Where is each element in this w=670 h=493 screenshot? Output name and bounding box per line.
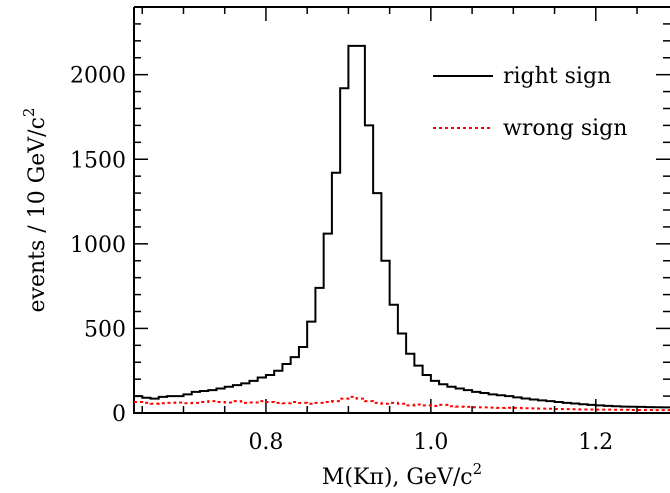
series-layer [134,44,670,412]
x-tick-label: 1.2 [578,430,613,455]
legend-label: wrong sign [503,116,627,141]
y-tick-label: 2000 [70,64,126,89]
y-tick-label: 500 [84,317,126,342]
x-tick-label: 1.0 [413,430,448,455]
legend-label: right sign [503,64,611,89]
y-tick-label: 1500 [70,148,126,173]
y-axis-label: events / 10 GeV/c2 [20,108,50,313]
series-line [134,395,670,412]
x-axis: 0.8 1.0 1.2 [141,7,638,455]
series-line [134,44,670,409]
x-axis-label: M(Kπ), GeV/c2 [322,460,482,490]
y-axis: 0 500 1000 1500 2000 [70,6,670,427]
y-tick-label: 0 [112,402,126,427]
x-tick-label: 0.8 [248,430,283,455]
y-tick-label: 1000 [70,233,126,258]
legend: right sign wrong sign [433,64,627,141]
